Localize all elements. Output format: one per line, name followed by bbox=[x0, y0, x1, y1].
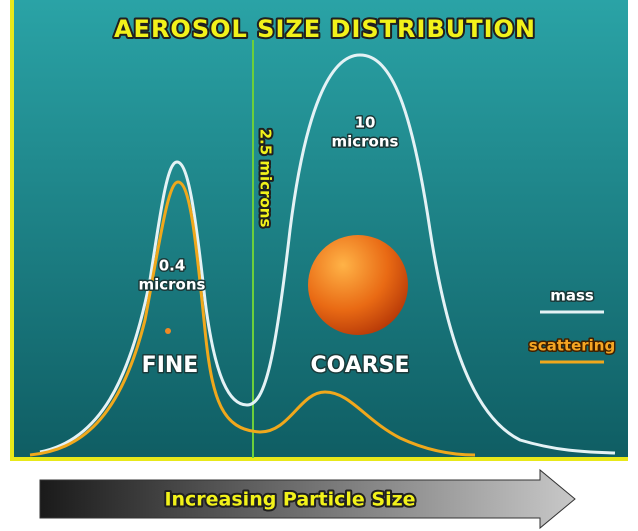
panel bbox=[10, 0, 628, 460]
legend-label: scattering bbox=[529, 337, 615, 355]
fine-particle bbox=[165, 328, 171, 334]
peak-label: microns bbox=[332, 133, 399, 151]
peak-label: 0.4 bbox=[159, 257, 186, 275]
mode-label: FINE bbox=[142, 353, 199, 378]
arrow-label: Increasing Particle Size bbox=[164, 489, 415, 511]
title: AEROSOL SIZE DISTRIBUTION bbox=[114, 15, 536, 43]
scattering-curve bbox=[29, 180, 476, 457]
size-arrow bbox=[39, 468, 576, 530]
mass-curve bbox=[39, 53, 616, 455]
legend-label: mass bbox=[550, 287, 594, 305]
mode-label: COARSE bbox=[310, 353, 409, 378]
peak-label: 10 bbox=[355, 114, 376, 132]
divider-label: 2.5 microns bbox=[257, 129, 275, 228]
peak-label: microns bbox=[139, 276, 206, 294]
coarse-particle bbox=[308, 235, 408, 335]
